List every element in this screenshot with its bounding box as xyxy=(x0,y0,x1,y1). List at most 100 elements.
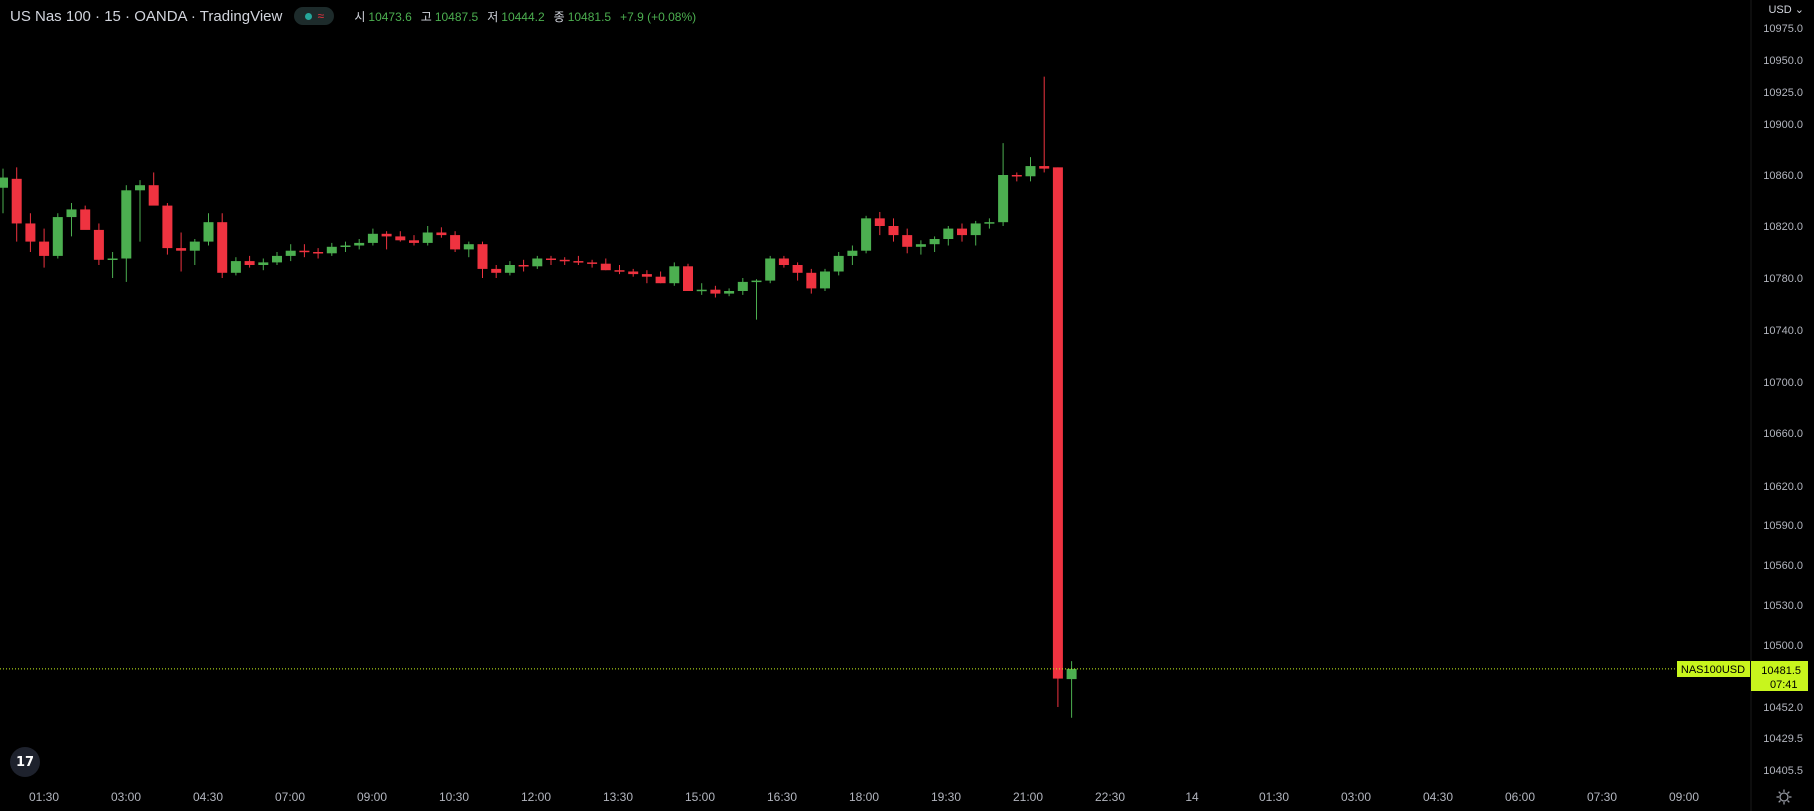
price-axis-label: 10620.0 xyxy=(1763,481,1803,493)
time-axis-label: 19:30 xyxy=(931,790,961,804)
candle xyxy=(203,213,214,246)
candle xyxy=(888,218,899,242)
time-axis-label: 06:00 xyxy=(1505,790,1535,804)
candle-body xyxy=(724,291,735,294)
candle xyxy=(532,255,543,269)
candle xyxy=(806,268,817,294)
symbol-title[interactable]: US Nas 100 · 15 · OANDA · TradingView xyxy=(10,7,283,25)
time-axis-label: 18:00 xyxy=(849,790,879,804)
candle xyxy=(751,279,762,320)
candle xyxy=(984,218,995,229)
candle-body xyxy=(861,218,872,251)
candle-body xyxy=(477,244,488,269)
candle xyxy=(504,261,515,276)
candle-body xyxy=(998,175,1009,223)
symbol-tag xyxy=(1677,661,1750,677)
candle xyxy=(724,288,735,297)
candle-body xyxy=(984,222,995,224)
market-status-pill[interactable]: ≈ xyxy=(294,7,335,25)
currency-dropdown[interactable]: USD ⌄ xyxy=(1768,3,1804,16)
candle-body xyxy=(176,248,187,251)
candle xyxy=(258,258,269,271)
time-axis-label: 07:30 xyxy=(1587,790,1617,804)
candle-body xyxy=(587,262,598,264)
time-axis-label: 09:00 xyxy=(1669,790,1699,804)
candle xyxy=(463,241,474,258)
price-tag-box xyxy=(1751,661,1808,691)
price-axis[interactable]: 10975.0 10950.0 10925.0 10900.0 10860.0 10820… xyxy=(1763,23,1803,777)
candle xyxy=(614,265,625,275)
time-axis-label: 04:30 xyxy=(193,790,223,804)
candle xyxy=(326,242,337,256)
candle-body xyxy=(888,226,899,236)
candle xyxy=(354,239,365,250)
candle-body xyxy=(121,190,132,259)
candle xyxy=(0,168,8,214)
price-axis-label: 10700.0 xyxy=(1763,377,1803,389)
candle xyxy=(39,228,50,268)
candle-body xyxy=(189,241,200,251)
candle xyxy=(340,241,351,252)
candle xyxy=(778,255,789,268)
candle-body xyxy=(340,245,351,247)
candle xyxy=(696,283,707,295)
candle-body xyxy=(806,272,817,289)
symbol-tag-label: NAS100USD xyxy=(1681,664,1745,676)
candle-body xyxy=(751,280,762,283)
time-axis-label: 22:30 xyxy=(1095,790,1125,804)
candle-body xyxy=(792,265,803,273)
candle xyxy=(381,231,392,250)
candle xyxy=(600,258,611,271)
chevron-down-icon: ⌄ xyxy=(1791,4,1804,16)
price-axis-label: 10950.0 xyxy=(1763,55,1803,67)
candle-body xyxy=(518,265,529,267)
candle-body xyxy=(148,185,159,206)
time-axis-label: 12:00 xyxy=(521,790,551,804)
price-axis-label: 10860.0 xyxy=(1763,170,1803,182)
tradingview-logo-icon[interactable]: 17 xyxy=(10,747,40,777)
candle xyxy=(244,255,255,268)
candle xyxy=(559,257,570,265)
candle-body xyxy=(778,258,789,265)
price-axis-label: 10900.0 xyxy=(1763,119,1803,131)
candle xyxy=(874,211,885,236)
candle-body xyxy=(1039,166,1050,169)
candle-body xyxy=(258,262,269,265)
candle-body xyxy=(943,228,954,239)
candle-body xyxy=(491,268,502,273)
candle-body xyxy=(66,209,77,218)
candle xyxy=(395,231,406,242)
price-axis-label: 10780.0 xyxy=(1763,273,1803,285)
time-axis-label: 14 xyxy=(1185,790,1199,804)
candle-body xyxy=(929,239,940,245)
candle-body xyxy=(11,178,22,224)
candle xyxy=(135,180,145,242)
price-axis-label: 10500.0 xyxy=(1763,640,1803,652)
candle-body xyxy=(902,235,913,247)
candle xyxy=(847,245,858,265)
candle xyxy=(628,268,639,277)
candle-body xyxy=(381,233,392,237)
candle xyxy=(970,220,981,246)
candle xyxy=(998,143,1009,226)
candle xyxy=(1039,76,1050,173)
candle-body xyxy=(696,289,707,292)
candle-body xyxy=(970,223,981,236)
candle xyxy=(943,226,954,246)
low-value: 10444.2 xyxy=(501,9,545,24)
time-axis[interactable]: 01:30 03:00 04:30 07:00 09:00 10:30 12:00 13:30… xyxy=(29,790,1699,804)
candle-body xyxy=(436,232,447,236)
price-axis-label: 10740.0 xyxy=(1763,325,1803,337)
chart-header: US Nas 100 · 15 · OANDA · TradingView ≈ … xyxy=(10,6,696,26)
candle-body xyxy=(655,276,666,284)
candle xyxy=(66,203,77,237)
candle-body xyxy=(641,274,652,277)
gear-icon[interactable] xyxy=(1776,789,1792,805)
time-axis-label: 01:30 xyxy=(29,790,59,804)
candle-body xyxy=(272,255,282,263)
low-label: 저 xyxy=(487,9,499,24)
time-axis-label: 10:30 xyxy=(439,790,469,804)
candle-body xyxy=(244,261,255,265)
candle-body xyxy=(874,218,885,226)
